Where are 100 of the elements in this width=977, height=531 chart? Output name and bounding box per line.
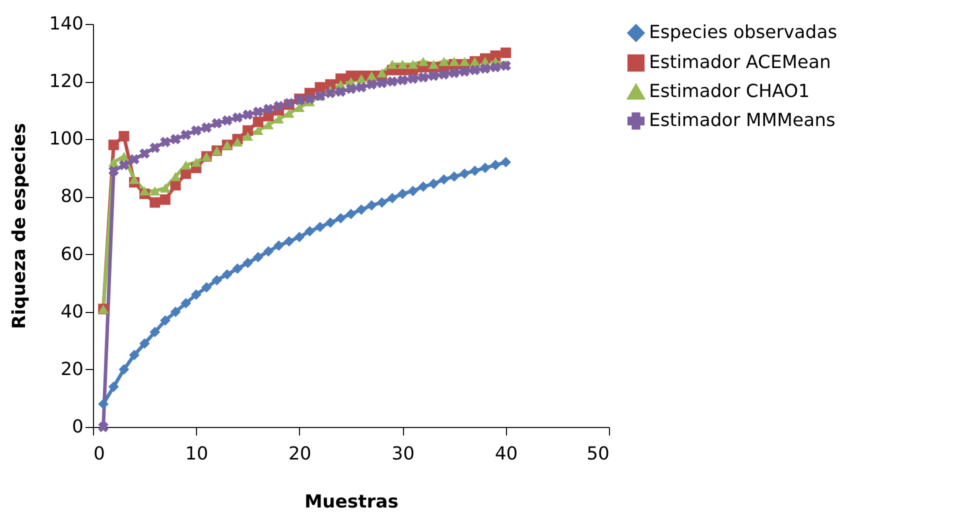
point [284, 108, 294, 118]
legend-label: Estimador CHAO1 [649, 81, 810, 102]
point [346, 208, 356, 220]
point [160, 315, 170, 326]
point [180, 298, 192, 308]
point [263, 104, 274, 114]
point [170, 134, 181, 144]
point [376, 68, 388, 78]
point [263, 246, 274, 257]
point [500, 48, 512, 58]
point [500, 156, 512, 168]
point [335, 86, 346, 97]
point [428, 178, 439, 190]
point [108, 158, 119, 167]
y-tick-label: 100 [49, 128, 84, 150]
point [387, 60, 398, 69]
point [314, 222, 326, 232]
point [150, 197, 160, 208]
point [294, 232, 305, 242]
point [190, 158, 202, 167]
point [252, 252, 264, 262]
point [190, 289, 202, 300]
point [118, 364, 130, 375]
point [180, 130, 192, 140]
x-axis-title: Muestras [304, 492, 398, 512]
point [98, 398, 109, 410]
point [459, 66, 470, 77]
legend-label: Estimador ACEMean [649, 52, 831, 73]
point [490, 160, 501, 170]
point [387, 76, 398, 87]
point [201, 282, 212, 293]
point [150, 142, 160, 153]
point [428, 70, 439, 82]
point [449, 68, 460, 78]
x-tick-label: 40 [494, 444, 518, 464]
point [212, 274, 222, 286]
point [304, 94, 315, 104]
point [438, 56, 450, 66]
point [129, 350, 140, 360]
y-tick-label: 0 [72, 416, 84, 438]
point [356, 82, 367, 93]
point [150, 186, 160, 196]
point [438, 174, 450, 185]
x-tick-label: 50 [586, 444, 610, 464]
point [160, 194, 170, 205]
point [304, 226, 315, 236]
point [490, 62, 501, 72]
legend-label: Especies observadas [649, 22, 838, 43]
point [448, 56, 460, 66]
point [170, 172, 181, 182]
point [397, 60, 408, 69]
point [108, 166, 119, 176]
point [366, 79, 377, 90]
point [222, 269, 232, 280]
point [387, 192, 398, 204]
point [418, 72, 428, 82]
point [418, 181, 428, 192]
point [170, 180, 181, 190]
y-tick-label: 120 [49, 71, 84, 92]
point [222, 115, 232, 126]
point [325, 217, 336, 228]
x-tick-label: 0 [94, 444, 105, 464]
point [408, 60, 418, 69]
point [98, 422, 109, 432]
point [346, 84, 356, 94]
point [366, 200, 377, 211]
point [232, 137, 243, 147]
point [470, 64, 480, 76]
point [191, 125, 202, 136]
x-tick-label: 20 [288, 444, 312, 464]
point [438, 69, 450, 80]
point [118, 152, 130, 161]
point [232, 263, 243, 274]
point [459, 56, 470, 66]
point [242, 109, 253, 120]
point [376, 78, 388, 88]
point [459, 168, 470, 179]
y-tick-label: 40 [60, 301, 84, 322]
point [252, 126, 264, 136]
y-tick-label: 20 [60, 358, 84, 380]
point [314, 82, 326, 93]
point [408, 186, 418, 196]
x-tick-label: 30 [392, 444, 415, 464]
point [284, 236, 294, 247]
point [356, 74, 367, 84]
x-tick-label: 10 [185, 444, 208, 464]
y-tick-label: 80 [60, 186, 84, 208]
point [252, 106, 264, 117]
point [335, 213, 346, 224]
point [118, 160, 130, 170]
y-tick-label: 60 [60, 244, 84, 265]
point [212, 118, 222, 128]
point [160, 136, 170, 148]
point [480, 63, 490, 74]
point [242, 125, 254, 136]
point [490, 50, 501, 61]
point [335, 73, 346, 84]
point [376, 197, 388, 208]
point [448, 171, 460, 182]
point [129, 174, 140, 184]
